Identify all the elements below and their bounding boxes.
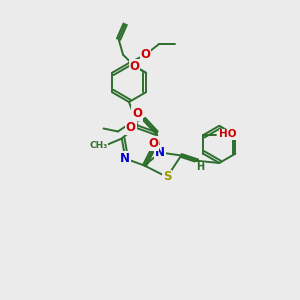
Text: O: O [140, 48, 151, 61]
Text: N: N [120, 152, 130, 165]
Text: S: S [163, 170, 171, 184]
Text: CH₃: CH₃ [90, 141, 108, 150]
Text: HO: HO [219, 130, 237, 140]
Text: O: O [148, 136, 158, 150]
Text: H: H [196, 163, 204, 172]
Text: O: O [132, 107, 142, 120]
Text: O: O [130, 60, 140, 73]
Text: O: O [126, 122, 136, 134]
Text: N: N [155, 146, 165, 159]
